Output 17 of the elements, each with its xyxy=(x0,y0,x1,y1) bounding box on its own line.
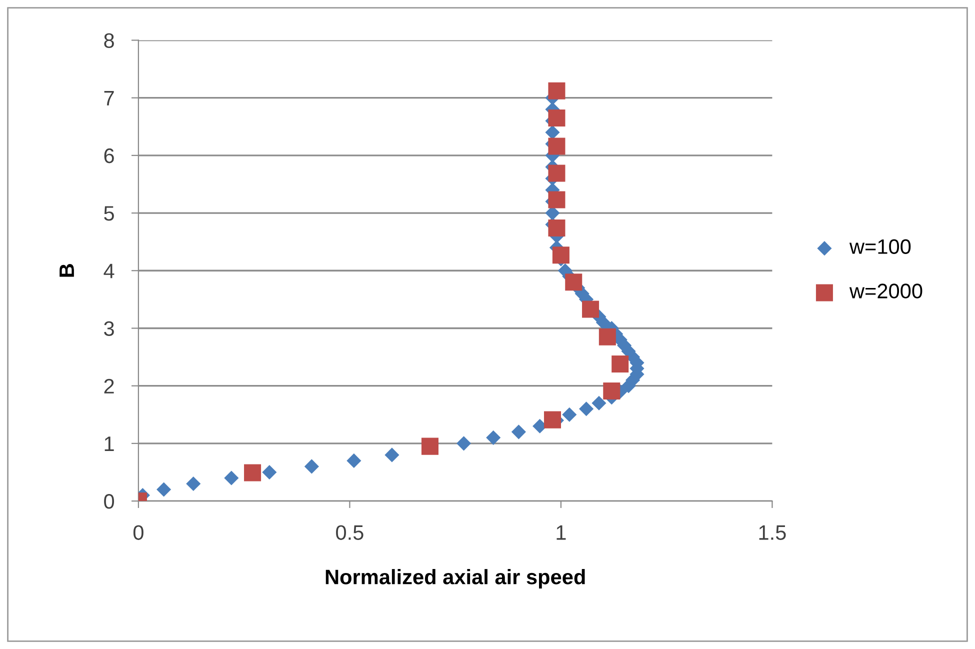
x-axis-title: Normalized axial air speed xyxy=(326,569,585,588)
y-tick-label: 0 xyxy=(104,494,114,509)
x-tick-label: 0.5 xyxy=(336,525,364,540)
y-tick-label: 7 xyxy=(104,91,114,106)
legend-label: w=100 xyxy=(849,239,911,254)
x-tick-label: 1 xyxy=(556,525,566,540)
legend-label: w=2000 xyxy=(849,284,922,298)
y-tick-label: 3 xyxy=(104,321,114,336)
y-tick-label: 1 xyxy=(104,436,114,451)
y-tick-label: 6 xyxy=(104,148,114,164)
y-tick-label: 5 xyxy=(104,206,114,221)
y-tick-label: 8 xyxy=(104,33,114,48)
y-tick-label: 4 xyxy=(104,264,114,278)
y-axis-title: B xyxy=(60,264,74,277)
x-tick-label: 0 xyxy=(133,525,144,540)
y-tick-label: 2 xyxy=(104,378,114,394)
x-tick-label: 1.5 xyxy=(759,525,786,540)
